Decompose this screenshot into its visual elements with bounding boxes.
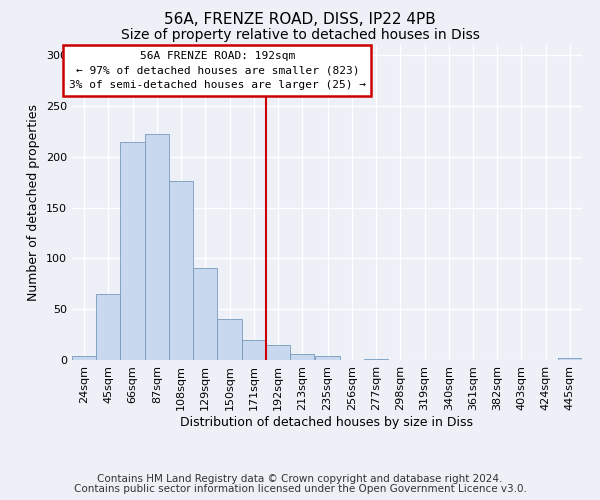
Bar	[72, 356, 96, 360]
Bar	[193, 268, 217, 360]
Bar	[169, 181, 193, 360]
Bar	[145, 134, 169, 360]
Bar	[242, 340, 266, 360]
Y-axis label: Number of detached properties: Number of detached properties	[28, 104, 40, 301]
Bar	[558, 358, 582, 360]
Bar	[316, 356, 340, 360]
X-axis label: Distribution of detached houses by size in Diss: Distribution of detached houses by size …	[181, 416, 473, 428]
Text: Contains public sector information licensed under the Open Government Licence v3: Contains public sector information licen…	[74, 484, 526, 494]
Text: 56A FRENZE ROAD: 192sqm
← 97% of detached houses are smaller (823)
3% of semi-de: 56A FRENZE ROAD: 192sqm ← 97% of detache…	[69, 50, 366, 90]
Text: 56A, FRENZE ROAD, DISS, IP22 4PB: 56A, FRENZE ROAD, DISS, IP22 4PB	[164, 12, 436, 28]
Text: Contains HM Land Registry data © Crown copyright and database right 2024.: Contains HM Land Registry data © Crown c…	[97, 474, 503, 484]
Bar	[96, 294, 121, 360]
Bar	[266, 345, 290, 360]
Bar	[290, 354, 314, 360]
Bar	[364, 359, 388, 360]
Text: Size of property relative to detached houses in Diss: Size of property relative to detached ho…	[121, 28, 479, 42]
Bar	[217, 320, 242, 360]
Bar	[121, 142, 145, 360]
